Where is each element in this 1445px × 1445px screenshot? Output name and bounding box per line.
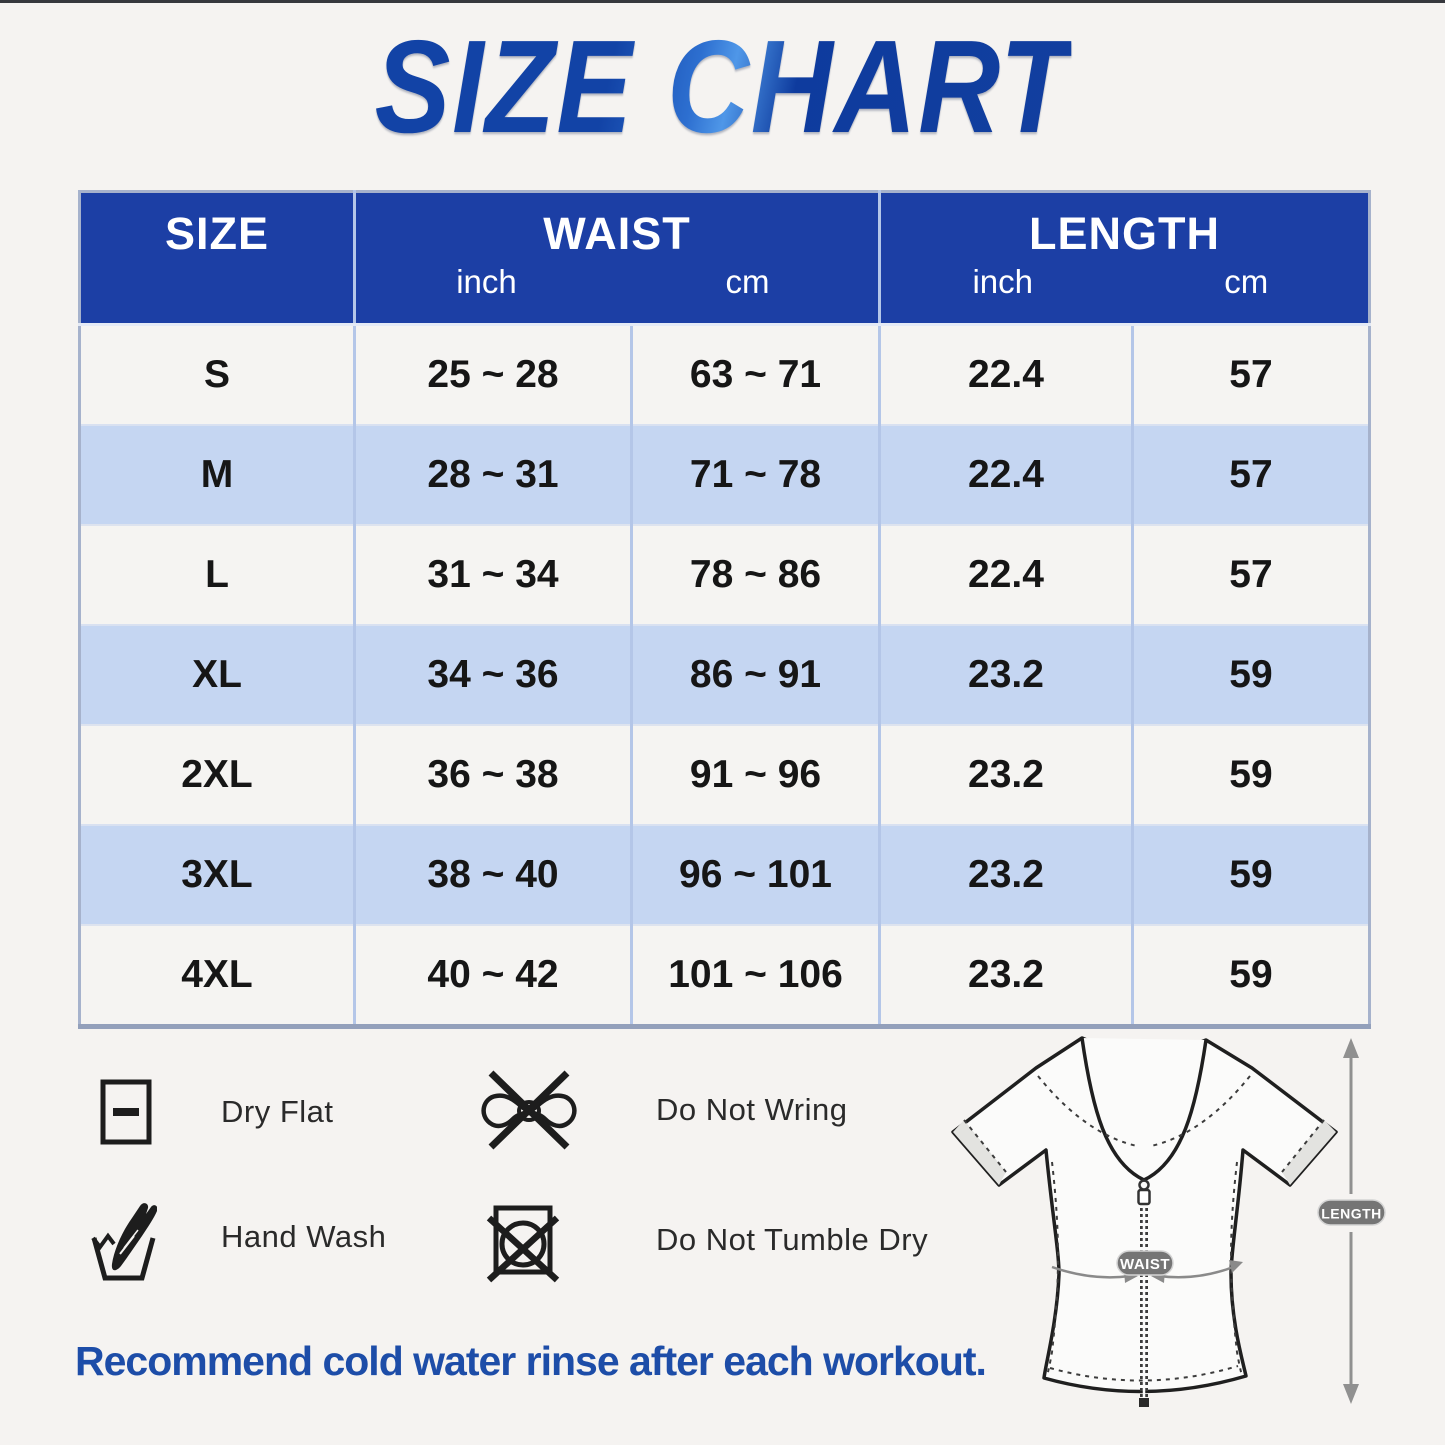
waist-inch-cell: 36 ~ 38 (353, 724, 632, 825)
waist-inch-cell: 40 ~ 42 (353, 924, 632, 1027)
care-label: Hand Wash (221, 1219, 387, 1254)
length-inch-cell: 22.4 (878, 524, 1133, 625)
size-cell: S (79, 323, 355, 425)
page-title: SIZE CHART (374, 13, 1071, 160)
waist-cm-cell: 71 ~ 78 (630, 424, 880, 525)
length-inch-cell: 23.2 (878, 724, 1133, 825)
sleeve-hem-shade-left (953, 1120, 1006, 1185)
care-label: Do Not Wring (656, 1092, 848, 1127)
table-row: 3XL 38 ~ 40 96 ~ 101 23.2 59 (79, 824, 1370, 925)
size-cell: L (79, 524, 355, 625)
top-edge-artifact (0, 0, 1445, 3)
footer-note: Recommend cold water rinse after each wo… (75, 1338, 987, 1384)
length-badge: LENGTH (1317, 1199, 1386, 1226)
garment-diagram: WAIST LENGTH (951, 1036, 1386, 1407)
size-table: SIZE WAIST inch cm LENGTH (78, 190, 1371, 1029)
length-cm-cell: 57 (1131, 524, 1370, 625)
length-inch-cell: 23.2 (878, 924, 1133, 1027)
header-length: LENGTH inch cm (878, 191, 1370, 326)
waist-inch-cell: 28 ~ 31 (353, 424, 632, 525)
svg-text:LENGTH: LENGTH (1321, 1206, 1382, 1222)
zipper (1137, 1179, 1151, 1407)
size-cell: XL (79, 624, 355, 725)
header-length-unit-inch: inch (972, 263, 1034, 300)
table-header-row: SIZE WAIST inch cm LENGTH (79, 191, 1370, 326)
waist-inch-cell: 34 ~ 36 (353, 624, 632, 725)
waist-cm-cell: 63 ~ 71 (630, 323, 880, 425)
length-arrow (1343, 1038, 1359, 1404)
length-cm-cell: 57 (1131, 323, 1370, 425)
length-cm-cell: 59 (1131, 724, 1370, 825)
length-cm-cell: 59 (1131, 824, 1370, 925)
page-title-wrap: SIZE CHART (0, 13, 1445, 160)
header-waist: WAIST inch cm (353, 191, 880, 326)
waist-badge: WAIST (1116, 1250, 1174, 1276)
care-item-dry-flat: Dry Flat (99, 1078, 334, 1146)
do-not-tumble-dry-icon (486, 1205, 560, 1283)
length-inch-cell: 23.2 (878, 824, 1133, 925)
dry-flat-icon (100, 1079, 152, 1145)
seam-lines (963, 1075, 1325, 1382)
table-row: L 31 ~ 34 78 ~ 86 22.4 57 (79, 524, 1370, 625)
header-size: SIZE (79, 191, 355, 326)
waist-cm-cell: 86 ~ 91 (630, 624, 880, 725)
care-label: Dry Flat (221, 1094, 334, 1129)
waist-arrows (1051, 1264, 1237, 1279)
care-item-hand-wash: Hand Wash (90, 1192, 386, 1282)
do-not-wring-icon (481, 1070, 577, 1150)
header-length-unit-cm: cm (1224, 263, 1269, 300)
sleeve-hem-shade-right (1282, 1120, 1336, 1185)
waist-cm-cell: 78 ~ 86 (630, 524, 880, 625)
length-inch-cell: 22.4 (878, 323, 1133, 425)
length-cm-cell: 59 (1131, 624, 1370, 725)
length-cm-cell: 59 (1131, 924, 1370, 1027)
length-inch-cell: 23.2 (878, 624, 1133, 725)
length-cm-cell: 57 (1131, 424, 1370, 525)
table-row: M 28 ~ 31 71 ~ 78 22.4 57 (79, 424, 1370, 525)
header-size-label: SIZE (164, 208, 270, 259)
table-row: S 25 ~ 28 63 ~ 71 22.4 57 (79, 323, 1370, 425)
waist-cm-cell: 101 ~ 106 (630, 924, 880, 1027)
length-inch-cell: 22.4 (878, 424, 1133, 525)
waist-cm-cell: 96 ~ 101 (630, 824, 880, 925)
care-item-do-not-wring: Do Not Wring (476, 1068, 848, 1152)
waist-inch-cell: 31 ~ 34 (353, 524, 632, 625)
header-waist-unit-inch: inch (456, 263, 517, 300)
size-cell: 2XL (79, 724, 355, 825)
hand-wash-icon (91, 1203, 157, 1281)
size-cell: 3XL (79, 824, 355, 925)
care-label: Do Not Tumble Dry (656, 1222, 929, 1257)
size-cell: M (79, 424, 355, 525)
header-waist-unit-cm: cm (725, 263, 770, 300)
waist-inch-cell: 38 ~ 40 (353, 824, 632, 925)
waist-inch-cell: 25 ~ 28 (353, 323, 632, 425)
waist-cm-cell: 91 ~ 96 (630, 724, 880, 825)
size-cell: 4XL (79, 924, 355, 1027)
care-item-do-not-tumble-dry: Do Not Tumble Dry (483, 1196, 928, 1284)
header-waist-label: WAIST (543, 208, 691, 259)
table-row: XL 34 ~ 36 86 ~ 91 23.2 59 (79, 624, 1370, 725)
table-row: 4XL 40 ~ 42 101 ~ 106 23.2 59 (79, 924, 1370, 1027)
table-row: 2XL 36 ~ 38 91 ~ 96 23.2 59 (79, 724, 1370, 825)
svg-text:WAIST: WAIST (1120, 1256, 1170, 1273)
header-length-label: LENGTH (1029, 208, 1220, 259)
